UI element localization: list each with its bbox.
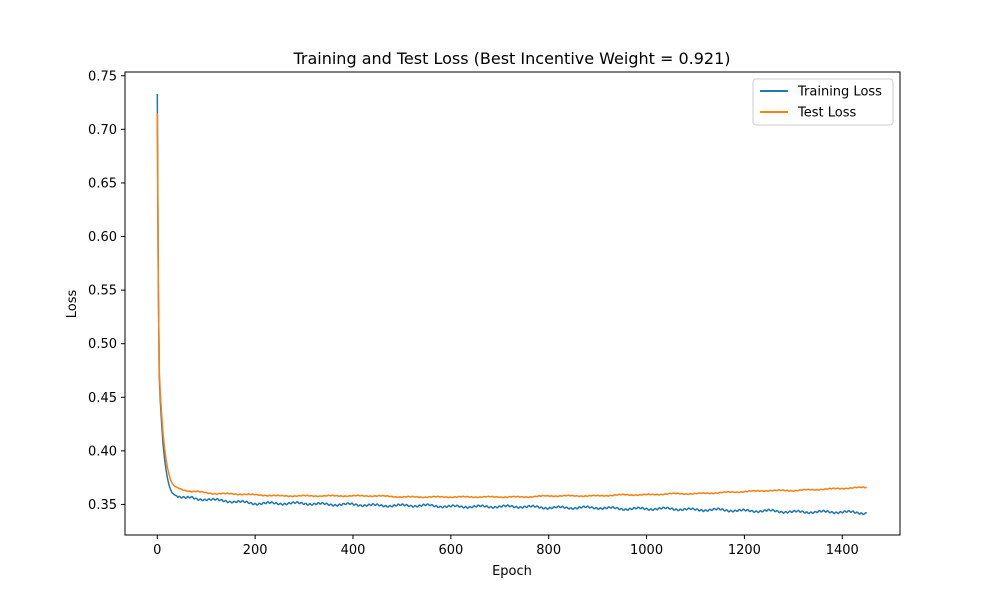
chart-title: Training and Test Loss (Best Incentive W… (292, 49, 730, 68)
x-axis-ticks: 0 200 400 600 800 1000 1200 1400 (153, 535, 859, 558)
x-tick-label: 200 (243, 543, 268, 558)
x-tick-label: 800 (536, 543, 561, 558)
y-axis-ticks: 0.35 0.40 0.45 0.50 0.55 0.60 0.65 0.70 0.75 (88, 69, 125, 513)
x-axis-title: Epoch (492, 564, 532, 579)
y-tick-label: 0.50 (88, 337, 117, 352)
legend-label-training-loss: Training Loss (797, 85, 882, 100)
series-line-test-loss (156, 113, 867, 499)
x-tick-label: 1400 (826, 543, 859, 558)
series-line-training-loss (156, 93, 867, 516)
x-tick-label: 1000 (630, 543, 663, 558)
legend-label-test-loss: Test Loss (797, 106, 856, 121)
x-tick-label: 0 (153, 543, 161, 558)
legend: Training Loss Test Loss (752, 78, 894, 126)
y-tick-label: 0.45 (88, 391, 117, 406)
y-tick-label: 0.70 (88, 123, 117, 138)
x-tick-label: 1200 (728, 543, 761, 558)
y-tick-label: 0.40 (88, 444, 117, 459)
series-layer (156, 93, 867, 516)
y-tick-label: 0.65 (88, 176, 117, 191)
x-tick-label: 400 (341, 543, 366, 558)
x-tick-label: 600 (438, 543, 463, 558)
y-axis-title: Loss (65, 290, 80, 319)
y-tick-label: 0.75 (88, 69, 117, 84)
y-tick-label: 0.55 (88, 284, 117, 299)
plot-frame (124, 71, 901, 536)
y-tick-label: 0.35 (88, 498, 117, 513)
y-tick-label: 0.60 (88, 230, 117, 245)
